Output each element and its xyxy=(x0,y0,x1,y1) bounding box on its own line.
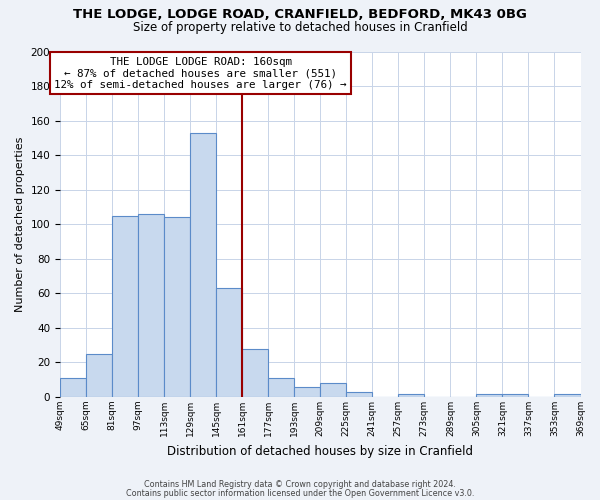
Bar xyxy=(502,394,529,397)
Bar xyxy=(164,218,190,397)
Bar xyxy=(346,392,373,397)
Bar xyxy=(268,378,294,397)
Bar xyxy=(398,394,424,397)
Text: THE LODGE, LODGE ROAD, CRANFIELD, BEDFORD, MK43 0BG: THE LODGE, LODGE ROAD, CRANFIELD, BEDFOR… xyxy=(73,8,527,20)
Bar xyxy=(112,216,138,397)
Bar xyxy=(242,348,268,397)
Text: Size of property relative to detached houses in Cranfield: Size of property relative to detached ho… xyxy=(133,21,467,34)
Bar xyxy=(190,132,216,397)
Text: THE LODGE LODGE ROAD: 160sqm
← 87% of detached houses are smaller (551)
12% of s: THE LODGE LODGE ROAD: 160sqm ← 87% of de… xyxy=(55,56,347,90)
Text: Contains HM Land Registry data © Crown copyright and database right 2024.: Contains HM Land Registry data © Crown c… xyxy=(144,480,456,489)
Bar xyxy=(138,214,164,397)
Bar xyxy=(294,386,320,397)
Bar xyxy=(476,394,502,397)
Bar xyxy=(554,394,581,397)
Y-axis label: Number of detached properties: Number of detached properties xyxy=(15,136,25,312)
Text: Contains public sector information licensed under the Open Government Licence v3: Contains public sector information licen… xyxy=(126,490,474,498)
Bar xyxy=(86,354,112,397)
Bar xyxy=(216,288,242,397)
X-axis label: Distribution of detached houses by size in Cranfield: Distribution of detached houses by size … xyxy=(167,444,473,458)
Bar xyxy=(60,378,86,397)
Bar xyxy=(320,383,346,397)
